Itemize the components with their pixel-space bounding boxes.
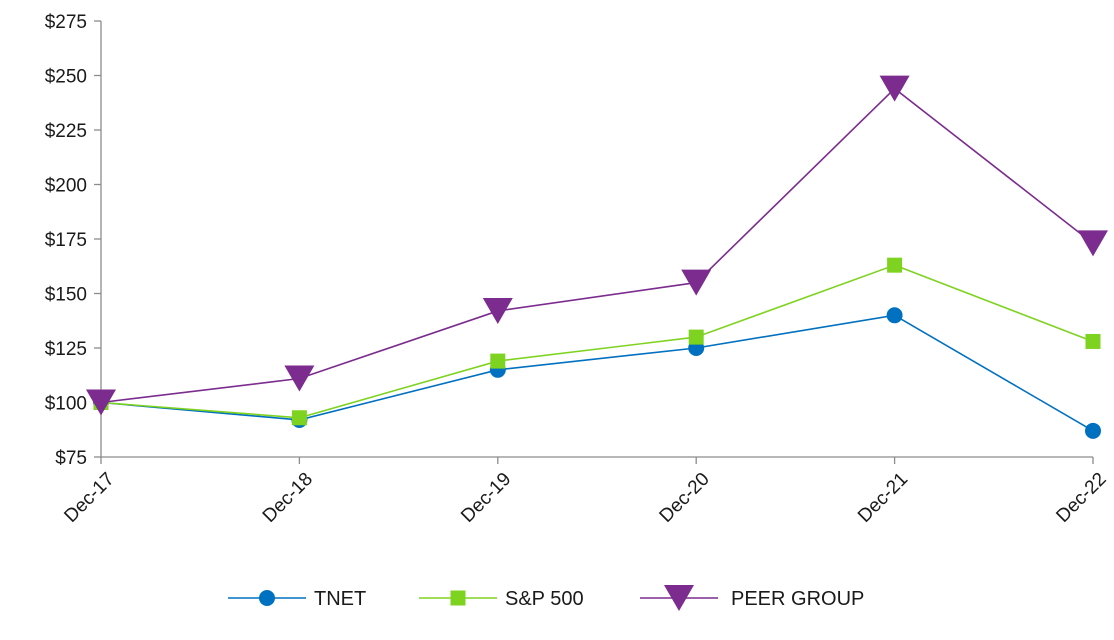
- data-point: [1085, 422, 1101, 439]
- axes: [100, 21, 1093, 458]
- legend-label: S&P 500: [505, 588, 584, 610]
- legend-marker: [259, 590, 275, 606]
- data-point: [482, 297, 513, 324]
- y-tick-label: $125: [45, 339, 87, 360]
- data-point: [681, 269, 712, 296]
- data-point: [291, 410, 307, 426]
- y-axis-ticks: $75 $100 $125 $150 $175 $200 $225 $250 $275: [45, 12, 101, 469]
- legend-item: PEER GROUP: [640, 585, 864, 611]
- x-tick-label: Dec-22: [1052, 469, 1110, 527]
- data-point: [86, 389, 116, 416]
- data-point: [887, 257, 903, 273]
- legend-label: PEER GROUP: [731, 588, 864, 610]
- x-tick-label: Dec-19: [457, 469, 515, 527]
- x-tick-label: Dec-18: [259, 469, 317, 527]
- legend-item: S&P 500: [419, 588, 584, 610]
- data-point: [490, 353, 506, 369]
- legend-marker: [450, 590, 466, 606]
- y-tick-label: $250: [45, 67, 87, 88]
- y-tick-label: $275: [45, 12, 87, 33]
- y-tick-label: $200: [45, 176, 87, 197]
- data-point: [879, 75, 910, 102]
- series-2: [86, 75, 1108, 416]
- data-point: [688, 329, 704, 345]
- y-tick-label: $150: [45, 285, 87, 306]
- legend-marker: [664, 585, 694, 611]
- series-line: [100, 314, 1094, 432]
- y-tick-label: $100: [45, 394, 87, 415]
- x-tick-label: Dec-17: [60, 469, 118, 527]
- series-layer: [86, 75, 1108, 439]
- legend-label: TNET: [314, 588, 366, 610]
- legend: TNET S&P 500 PEER GROUP: [228, 585, 864, 611]
- data-point: [1078, 230, 1108, 257]
- series-1: [93, 257, 1101, 426]
- y-tick-label: $75: [55, 448, 87, 469]
- legend-item: TNET: [228, 588, 366, 610]
- x-axis-ticks: Dec-17 Dec-18 Dec-19 Dec-20 Dec-21 Dec-22: [60, 457, 1111, 527]
- data-point: [284, 365, 315, 392]
- y-tick-label: $225: [45, 121, 87, 142]
- data-point: [1085, 333, 1101, 349]
- data-point: [886, 307, 903, 324]
- series-line: [100, 264, 1094, 419]
- x-tick-label: Dec-20: [656, 469, 714, 527]
- series-line: [100, 87, 1094, 404]
- x-tick-label: Dec-21: [854, 469, 912, 527]
- series-0: [93, 307, 1101, 439]
- y-tick-label: $175: [45, 230, 87, 251]
